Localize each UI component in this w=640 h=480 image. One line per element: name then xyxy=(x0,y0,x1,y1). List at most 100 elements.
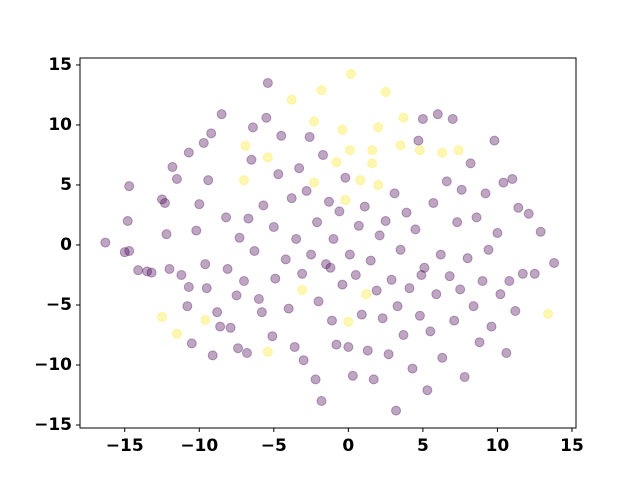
point xyxy=(309,177,320,188)
point xyxy=(359,201,370,212)
point xyxy=(413,135,424,146)
point xyxy=(462,253,473,264)
point xyxy=(495,289,506,300)
point xyxy=(416,269,427,280)
point xyxy=(431,289,442,300)
point xyxy=(280,254,291,265)
point xyxy=(286,94,297,105)
point xyxy=(549,257,560,268)
point xyxy=(183,281,194,292)
point xyxy=(437,147,448,158)
point xyxy=(414,310,425,321)
point xyxy=(142,266,153,277)
point xyxy=(312,217,323,228)
point xyxy=(441,176,452,187)
point xyxy=(344,145,355,156)
point xyxy=(447,113,458,124)
point xyxy=(222,263,233,274)
point xyxy=(267,331,278,342)
point xyxy=(301,185,312,196)
point xyxy=(380,215,391,226)
point xyxy=(345,68,356,79)
point xyxy=(122,215,133,226)
point xyxy=(238,275,249,286)
point xyxy=(392,301,403,312)
point xyxy=(517,268,528,279)
point xyxy=(304,131,315,142)
point xyxy=(331,157,342,168)
point xyxy=(133,265,144,276)
point xyxy=(492,227,503,238)
point xyxy=(498,177,509,188)
point xyxy=(262,152,273,163)
point xyxy=(459,371,470,382)
point xyxy=(343,316,354,327)
point xyxy=(419,262,430,273)
y-tick-label: 10 xyxy=(48,115,72,135)
point xyxy=(523,208,534,219)
point xyxy=(249,245,260,256)
point xyxy=(344,249,355,260)
point xyxy=(200,259,211,270)
point xyxy=(164,263,175,274)
point xyxy=(313,296,324,307)
point xyxy=(316,395,327,406)
point xyxy=(167,161,178,172)
point xyxy=(374,230,385,241)
point xyxy=(198,137,209,148)
point xyxy=(373,179,384,190)
point xyxy=(510,305,521,316)
point xyxy=(340,172,351,183)
point xyxy=(171,328,182,339)
point xyxy=(453,145,464,156)
point xyxy=(435,249,446,260)
point xyxy=(504,275,515,286)
point xyxy=(373,122,384,133)
point xyxy=(286,193,297,204)
point xyxy=(240,140,251,151)
point xyxy=(367,158,378,169)
point xyxy=(119,247,130,258)
y-tick-label: −5 xyxy=(46,295,72,315)
point xyxy=(310,374,321,385)
point xyxy=(468,301,479,312)
point xyxy=(283,303,294,314)
y-tick-label: 15 xyxy=(48,55,72,75)
point xyxy=(161,229,172,240)
point xyxy=(234,232,245,243)
x-tick-label: 5 xyxy=(417,436,429,456)
point xyxy=(206,128,217,139)
point xyxy=(380,86,391,97)
point xyxy=(207,350,218,361)
point xyxy=(452,217,463,228)
point xyxy=(124,181,135,192)
point xyxy=(401,207,412,218)
point xyxy=(289,341,300,352)
point xyxy=(203,175,214,186)
plot-frame xyxy=(79,57,577,429)
x-tick-label: −5 xyxy=(261,436,287,456)
point xyxy=(246,154,257,165)
point xyxy=(513,202,524,213)
point xyxy=(191,225,202,236)
point xyxy=(221,212,232,223)
point xyxy=(233,343,244,354)
point xyxy=(501,347,512,358)
x-tick-label: −10 xyxy=(180,436,218,456)
point xyxy=(176,269,187,280)
point xyxy=(328,233,339,244)
point xyxy=(353,220,364,231)
y-tick-label: 5 xyxy=(60,175,72,195)
point xyxy=(428,197,439,208)
point xyxy=(215,321,226,332)
point xyxy=(449,315,460,326)
point xyxy=(159,197,170,208)
point xyxy=(262,346,273,357)
point xyxy=(297,268,308,279)
point xyxy=(309,116,320,127)
point xyxy=(340,194,351,205)
point xyxy=(156,194,167,205)
point xyxy=(483,244,494,255)
point xyxy=(422,385,433,396)
